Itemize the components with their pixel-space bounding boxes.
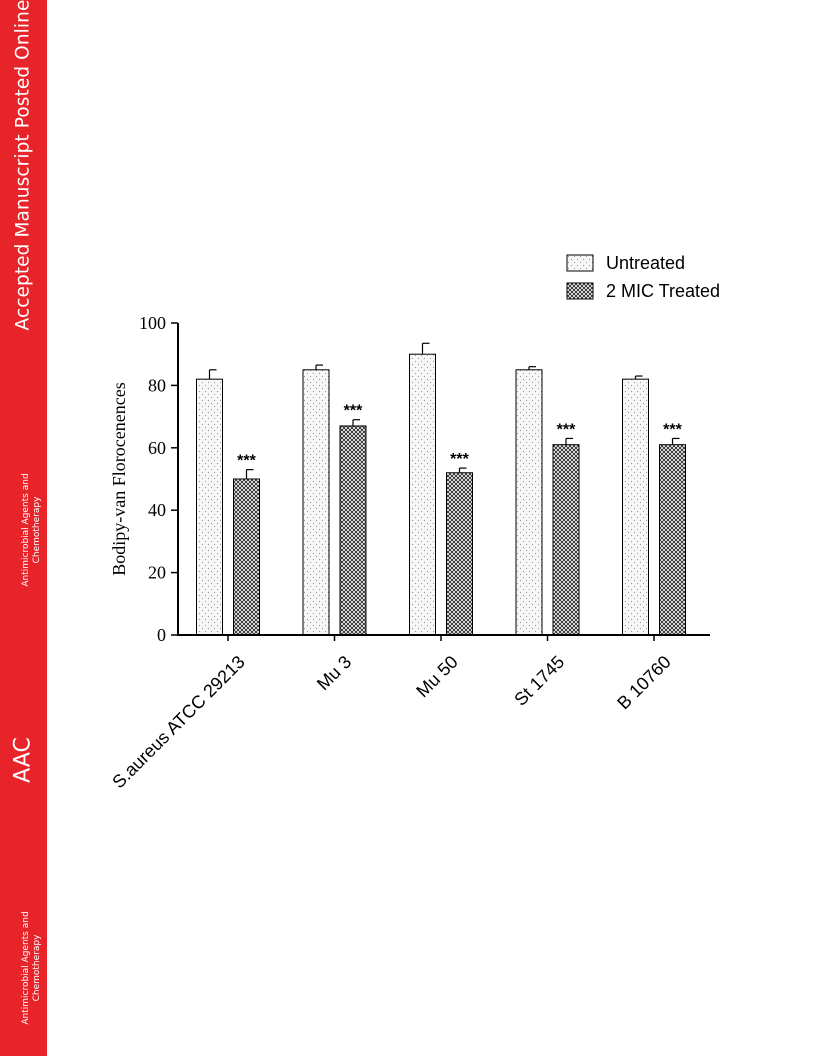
bar xyxy=(552,444,580,636)
bar xyxy=(233,478,260,636)
significance-marker: *** xyxy=(237,453,256,470)
bar xyxy=(622,378,649,636)
x-tick-label: S.aureus ATCC 29213 xyxy=(108,652,249,793)
y-axis-title: Bodipy-van Florocenences xyxy=(109,382,129,575)
legend-swatch xyxy=(566,254,594,272)
bar xyxy=(339,425,367,636)
y-tick-label: 20 xyxy=(148,563,166,583)
significance-marker: *** xyxy=(557,421,576,438)
y-tick-label: 80 xyxy=(148,375,166,395)
bar xyxy=(196,378,223,636)
legend-swatch xyxy=(566,282,594,300)
significance-marker: *** xyxy=(344,403,363,420)
x-tick-label: Mu 50 xyxy=(412,652,462,702)
y-tick-label: 40 xyxy=(148,500,166,520)
x-tick-label: B 10760 xyxy=(613,652,675,714)
legend-label: Untreated xyxy=(606,253,685,273)
bar xyxy=(302,369,330,636)
bar xyxy=(515,369,543,636)
y-tick-label: 100 xyxy=(139,313,166,333)
bar xyxy=(409,353,436,636)
significance-marker: *** xyxy=(663,421,682,438)
bar xyxy=(446,472,473,636)
significance-marker: *** xyxy=(450,451,469,468)
legend-label: 2 MIC Treated xyxy=(606,281,720,301)
bar xyxy=(659,444,686,636)
y-tick-label: 60 xyxy=(148,438,166,458)
x-tick-label: St 1745 xyxy=(510,652,568,710)
journal-side-banner: Accepted Manuscript Posted Online AAC An… xyxy=(0,0,47,1056)
x-tick-label: Mu 3 xyxy=(313,652,355,694)
y-tick-label: 0 xyxy=(157,625,166,645)
